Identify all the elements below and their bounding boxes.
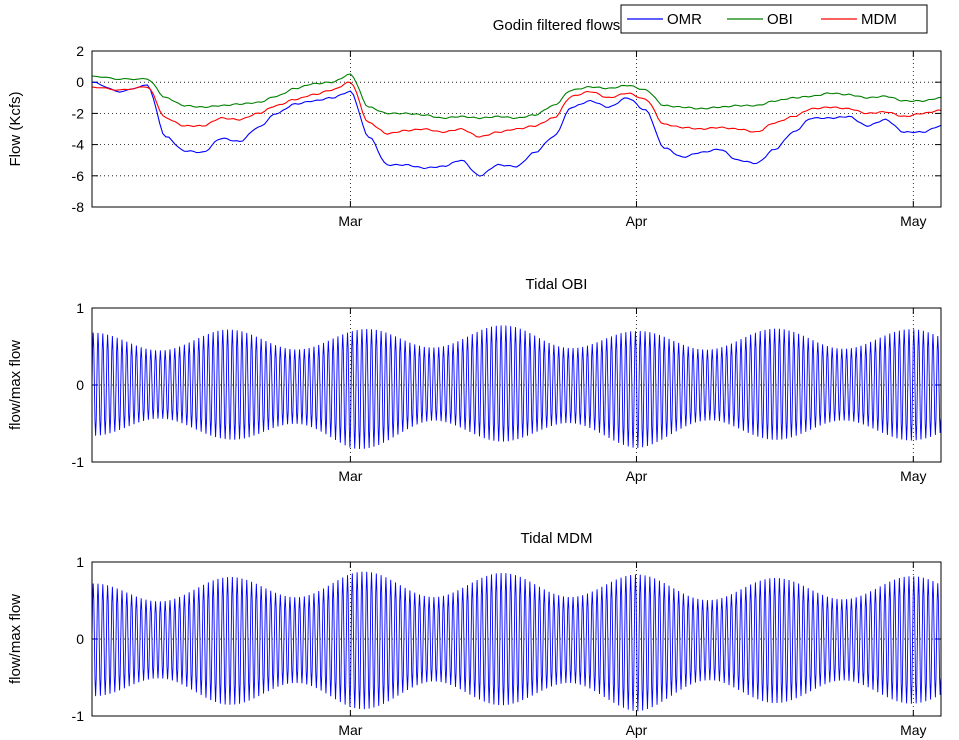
chart1-axes-box (91, 50, 942, 208)
chart2-xtick-label: Mar (338, 468, 362, 484)
chart3-xtick-label: May (900, 722, 926, 738)
chart2-ytick-label: 0 (76, 377, 84, 393)
legend: OMR OBI MDM (620, 4, 928, 34)
chart1-ytick-label: -2 (72, 105, 85, 121)
chart1-ytick-label: -8 (72, 199, 85, 215)
chart2-title: Tidal OBI (526, 276, 588, 293)
legend-label-obi: OBI (767, 11, 793, 28)
chart3-ytick-label: -1 (72, 708, 85, 724)
chart3-title: Tidal MDM (521, 530, 593, 547)
chart1-series-omr (92, 81, 941, 177)
chart1-ytick-label: -4 (72, 137, 85, 153)
chart2-xtick-label: Apr (626, 468, 648, 484)
legend-label-omr: OMR (667, 11, 702, 28)
chart1-title: Godin filtered flows (493, 17, 621, 34)
chart3-xtick-label: Apr (626, 722, 648, 738)
chart1-series-mdm (92, 81, 941, 138)
chart1-xtick-label: Mar (338, 213, 362, 229)
chart1-ylabel: Flow (Kcfs) (7, 91, 24, 166)
chart1-ytick-label: 0 (76, 74, 84, 90)
chart1-ytick-label: -6 (72, 168, 85, 184)
chart3-ytick-label: 0 (76, 631, 84, 647)
chart1-xtick-label: May (900, 213, 926, 229)
chart3-xtick-label: Mar (338, 722, 362, 738)
chart1-ytick-label: 2 (76, 43, 84, 59)
chart1-xtick-label: Apr (626, 213, 648, 229)
legend-box (620, 4, 928, 34)
chart1-series-obi (92, 73, 941, 120)
chart2-series-tidal (92, 325, 941, 449)
chart3-ylabel: flow/max flow (7, 594, 24, 684)
chart2-ylabel: flow/max flow (7, 340, 24, 430)
chart3-ytick-label: 1 (76, 554, 84, 570)
chart2-axes-box (91, 307, 942, 463)
legend-label-mdm: MDM (861, 11, 897, 28)
chart3-axes-box (91, 561, 942, 717)
chart2-ytick-label: 1 (76, 300, 84, 316)
chart3-series-tidal (92, 571, 941, 712)
chart2-ytick-label: -1 (72, 454, 85, 470)
chart2-xtick-label: May (900, 468, 926, 484)
